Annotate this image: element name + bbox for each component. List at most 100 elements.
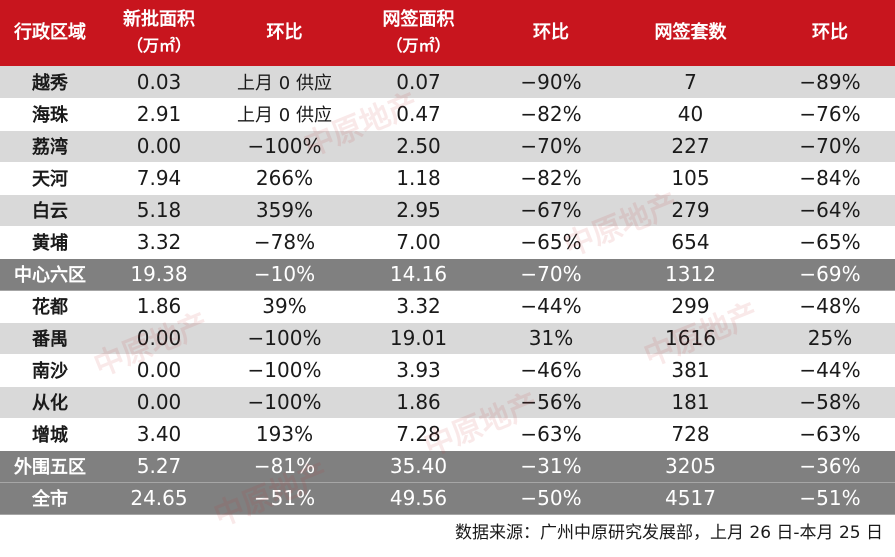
district-name-cell: 南沙: [0, 354, 100, 387]
table-row: 全市 24.65 −51% 49.56 −50% 4517 −51%: [0, 482, 895, 515]
mom2-cell: −90%: [486, 66, 616, 99]
signed-area-cell: 35.40: [351, 450, 486, 483]
header-district: 行政区域: [14, 22, 86, 43]
new-area-cell: 19.38: [100, 258, 218, 291]
new-area-cell: 0.00: [100, 130, 218, 163]
units-cell: 3205: [616, 450, 765, 483]
mom2-cell: −82%: [486, 98, 616, 131]
header-signed-area: 网签面积 （万㎡）: [351, 0, 486, 66]
mom1-cell: 266%: [218, 162, 351, 195]
mom2-cell: −65%: [486, 226, 616, 259]
mom1-cell: 193%: [218, 418, 351, 451]
mom3-cell: −51%: [765, 482, 895, 515]
new-area-cell: 0.00: [100, 354, 218, 387]
table-row: 外围五区 5.27 −81% 35.40 −31% 3205 −36%: [0, 450, 895, 483]
new-area-cell: 5.27: [100, 450, 218, 483]
mom2-cell: −67%: [486, 194, 616, 227]
mom1-cell: 上月 0 供应: [218, 98, 351, 131]
new-area-cell: 3.32: [100, 226, 218, 259]
table-row: 白云 5.18 359% 2.95 −67% 279 −64%: [0, 194, 895, 227]
units-cell: 181: [616, 386, 765, 419]
new-area-cell: 0.00: [100, 386, 218, 419]
district-name-cell: 海珠: [0, 98, 100, 131]
signed-area-cell: 19.01: [351, 322, 486, 355]
units-cell: 7: [616, 66, 765, 99]
mom2-cell: −44%: [486, 290, 616, 323]
table-row: 海珠 2.91 上月 0 供应 0.47 −82% 40 −76%: [0, 98, 895, 131]
mom3-cell: −64%: [765, 194, 895, 227]
table-row: 增城 3.40 193% 7.28 −63% 728 −63%: [0, 418, 895, 451]
district-name-cell: 中心六区: [0, 258, 100, 291]
table-row: 黄埔 3.32 −78% 7.00 −65% 654 −65%: [0, 226, 895, 259]
district-stats-table: 行政区域 新批面积 （万㎡） 环比 网签面积 （万㎡） 环比 网签套数 环比 越…: [0, 0, 895, 515]
district-name-cell: 白云: [0, 194, 100, 227]
mom1-cell: −81%: [218, 450, 351, 483]
mom1-cell: −51%: [218, 482, 351, 515]
header-new-area-unit: （万㎡）: [126, 36, 191, 55]
district-name-cell: 全市: [0, 482, 100, 515]
mom1-cell: −100%: [218, 354, 351, 387]
signed-area-cell: 7.00: [351, 226, 486, 259]
new-area-cell: 2.91: [100, 98, 218, 131]
signed-area-cell: 49.56: [351, 482, 486, 515]
signed-area-cell: 3.93: [351, 354, 486, 387]
mom2-cell: −70%: [486, 258, 616, 291]
table-row: 荔湾 0.00 −100% 2.50 −70% 227 −70%: [0, 130, 895, 163]
units-cell: 654: [616, 226, 765, 259]
mom2-cell: −70%: [486, 130, 616, 163]
mom1-cell: −100%: [218, 386, 351, 419]
signed-area-cell: 0.07: [351, 66, 486, 99]
mom2-cell: 31%: [486, 322, 616, 355]
mom3-cell: −84%: [765, 162, 895, 195]
header-units: 网签套数: [654, 22, 727, 43]
mom2-cell: −50%: [486, 482, 616, 515]
header-mom-2: 环比: [533, 22, 569, 43]
mom3-cell: −63%: [765, 418, 895, 451]
table-row: 番禺 0.00 −100% 19.01 31% 1616 25%: [0, 322, 895, 355]
mom2-cell: −31%: [486, 450, 616, 483]
mom1-cell: 359%: [218, 194, 351, 227]
mom3-cell: −70%: [765, 130, 895, 163]
mom1-cell: −100%: [218, 130, 351, 163]
district-name-cell: 增城: [0, 418, 100, 451]
table-row: 从化 0.00 −100% 1.86 −56% 181 −58%: [0, 386, 895, 419]
mom3-cell: −89%: [765, 66, 895, 99]
mom3-cell: 25%: [765, 322, 895, 355]
header-mom-3: 环比: [812, 22, 848, 43]
units-cell: 1616: [616, 322, 765, 355]
mom3-cell: −76%: [765, 98, 895, 131]
district-name-cell: 天河: [0, 162, 100, 195]
mom1-cell: 39%: [218, 290, 351, 323]
new-area-cell: 7.94: [100, 162, 218, 195]
units-cell: 105: [616, 162, 765, 195]
mom3-cell: −65%: [765, 226, 895, 259]
district-name-cell: 从化: [0, 386, 100, 419]
mom1-cell: −78%: [218, 226, 351, 259]
table-row: 中心六区 19.38 −10% 14.16 −70% 1312 −69%: [0, 258, 895, 291]
units-cell: 381: [616, 354, 765, 387]
units-cell: 728: [616, 418, 765, 451]
new-area-cell: 5.18: [100, 194, 218, 227]
signed-area-cell: 2.50: [351, 130, 486, 163]
new-area-cell: 3.40: [100, 418, 218, 451]
signed-area-cell: 0.47: [351, 98, 486, 131]
district-name-cell: 荔湾: [0, 130, 100, 163]
units-cell: 1312: [616, 258, 765, 291]
header-signed-area-label: 网签面积: [382, 9, 455, 30]
header-signed-area-unit: （万㎡）: [386, 36, 451, 55]
table-row: 越秀 0.03 上月 0 供应 0.07 −90% 7 −89%: [0, 66, 895, 99]
table-row: 天河 7.94 266% 1.18 −82% 105 −84%: [0, 162, 895, 195]
table-header-row: 行政区域 新批面积 （万㎡） 环比 网签面积 （万㎡） 环比 网签套数 环比: [0, 0, 895, 66]
units-cell: 40: [616, 98, 765, 131]
units-cell: 299: [616, 290, 765, 323]
mom3-cell: −36%: [765, 450, 895, 483]
units-cell: 279: [616, 194, 765, 227]
table-row: 花都 1.86 39% 3.32 −44% 299 −48%: [0, 290, 895, 323]
signed-area-cell: 2.95: [351, 194, 486, 227]
mom1-cell: −10%: [218, 258, 351, 291]
district-name-cell: 黄埔: [0, 226, 100, 259]
mom3-cell: −69%: [765, 258, 895, 291]
header-new-area-label: 新批面积: [123, 9, 195, 30]
mom1-cell: 上月 0 供应: [218, 66, 351, 99]
